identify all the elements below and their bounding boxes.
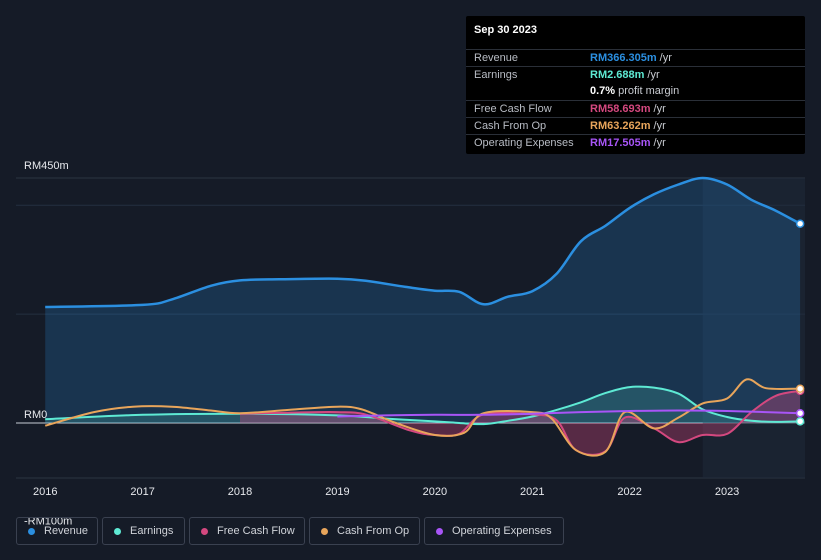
x-tick-label: 2019 bbox=[325, 486, 349, 498]
area-earnings bbox=[45, 386, 801, 425]
legend-dot-icon bbox=[28, 528, 35, 535]
y-tick-label: RM0 bbox=[24, 409, 47, 421]
legend-dot-icon bbox=[201, 528, 208, 535]
series-line-earnings bbox=[45, 385, 801, 426]
series-line-revenue bbox=[45, 176, 801, 309]
x-tick-label: 2021 bbox=[520, 486, 544, 498]
tooltip-suffix: profit margin bbox=[618, 85, 680, 97]
tooltip-value: RM63.262m/yr bbox=[590, 118, 666, 134]
tooltip-label: Earnings bbox=[474, 69, 518, 81]
tooltip-date: Sep 30 2023 bbox=[474, 24, 537, 36]
data-tooltip: Sep 30 2023 Revenue RM366.305m/yr Earnin… bbox=[466, 16, 805, 154]
tooltip-row-cash-from-op: Cash From Op RM63.262m/yr bbox=[466, 117, 805, 134]
legend-dot-icon bbox=[436, 528, 443, 535]
tooltip-value-text: RM366.305m bbox=[590, 52, 657, 64]
tooltip-row-revenue: Revenue RM366.305m/yr bbox=[466, 49, 805, 66]
end-marker-operating-expenses bbox=[795, 408, 805, 418]
highlight-band bbox=[702, 178, 805, 478]
legend-item-operating-expenses[interactable]: Operating Expenses bbox=[424, 517, 564, 545]
tooltip-value-text: RM2.688m bbox=[590, 69, 645, 81]
legend-dot-icon bbox=[321, 528, 328, 535]
legend-label: Earnings bbox=[130, 525, 174, 537]
tooltip-row-free-cash-flow: Free Cash Flow RM58.693m/yr bbox=[466, 100, 805, 117]
end-marker-revenue bbox=[795, 219, 805, 228]
y-tick-label: -RM100m bbox=[24, 515, 72, 527]
tooltip-value-text: RM17.505m bbox=[590, 137, 651, 149]
tooltip-label: Free Cash Flow bbox=[474, 103, 552, 115]
legend-item-cash-from-op[interactable]: Cash From Op bbox=[309, 517, 420, 545]
legend-dot-icon bbox=[114, 528, 121, 535]
tooltip-value-text: 0.7% bbox=[590, 85, 616, 97]
tooltip-label: Revenue bbox=[474, 52, 519, 64]
area-free-cash-flow bbox=[240, 390, 801, 455]
legend-item-free-cash-flow[interactable]: Free Cash Flow bbox=[189, 517, 305, 545]
x-tick-label: 2022 bbox=[617, 486, 641, 498]
end-marker-earnings bbox=[795, 417, 805, 426]
area-revenue bbox=[45, 178, 801, 423]
x-tick-label: 2020 bbox=[423, 486, 447, 498]
legend-item-earnings[interactable]: Earnings bbox=[102, 517, 185, 545]
legend-label: Revenue bbox=[44, 525, 89, 537]
tooltip-value: RM366.305m/yr bbox=[590, 50, 672, 66]
tooltip-row-operating-expenses: Operating Expenses RM17.505m/yr bbox=[466, 134, 805, 151]
legend-item-revenue[interactable]: Revenue bbox=[16, 517, 98, 545]
x-tick-label: 2017 bbox=[130, 486, 154, 498]
x-tick-label: 2018 bbox=[228, 486, 252, 498]
tooltip-suffix: /yr bbox=[653, 137, 666, 149]
x-tick-label: 2016 bbox=[33, 486, 57, 498]
legend-label: Cash From Op bbox=[337, 525, 410, 537]
tooltip-label: Cash From Op bbox=[474, 120, 547, 132]
tooltip-suffix: /yr bbox=[653, 120, 666, 132]
legend-label: Operating Expenses bbox=[452, 525, 552, 537]
series-line-cash-from-op bbox=[44, 378, 801, 457]
tooltip-suffix: /yr bbox=[653, 103, 666, 115]
x-tick-label: 2023 bbox=[715, 486, 739, 498]
end-marker-cash-from-op bbox=[795, 384, 805, 393]
tooltip-value-text: RM63.262m bbox=[590, 120, 651, 132]
tooltip-suffix: /yr bbox=[647, 69, 660, 81]
tooltip-value: 0.7% profit margin bbox=[590, 83, 679, 99]
tooltip-label: Operating Expenses bbox=[474, 137, 574, 149]
y-tick-label: RM450m bbox=[24, 160, 69, 172]
tooltip-row-profit-margin: 0.7% profit margin bbox=[466, 83, 805, 100]
legend-label: Free Cash Flow bbox=[217, 525, 295, 537]
tooltip-value-text: RM58.693m bbox=[590, 103, 651, 115]
tooltip-row-earnings: Earnings RM2.688m/yr bbox=[466, 66, 805, 83]
series-line-operating-expenses bbox=[337, 409, 801, 418]
tooltip-suffix: /yr bbox=[659, 52, 672, 64]
tooltip-value: RM2.688m/yr bbox=[590, 67, 660, 83]
tooltip-value: RM58.693m/yr bbox=[590, 101, 666, 117]
tooltip-value: RM17.505m/yr bbox=[590, 135, 666, 151]
